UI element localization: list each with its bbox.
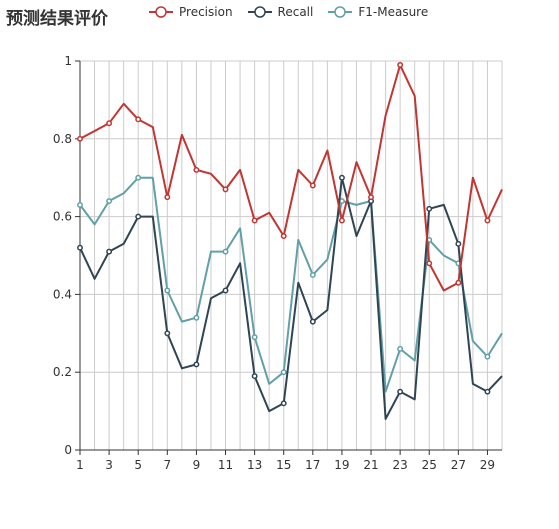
data-point — [309, 272, 316, 278]
data-point — [251, 334, 258, 341]
x-tick-label: 11 — [218, 458, 233, 472]
data-point — [309, 182, 316, 189]
data-point — [397, 61, 404, 68]
x-tick-label: 15 — [276, 458, 291, 472]
data-point — [484, 353, 491, 360]
x-tick-label: 5 — [134, 458, 142, 472]
data-point — [251, 373, 258, 380]
legend-item[interactable]: Precision — [148, 5, 233, 19]
legend-marker-icon — [149, 6, 173, 18]
data-point — [106, 198, 113, 204]
legend-label: F1-Measure — [358, 5, 429, 19]
data-point — [77, 201, 83, 208]
series-line-f1-measure — [79, 176, 503, 393]
grid — [80, 60, 503, 450]
legend-label: Recall — [277, 5, 314, 19]
legend-marker-icon — [328, 6, 353, 18]
data-point — [338, 217, 345, 224]
data-point — [455, 240, 462, 247]
data-point — [280, 400, 287, 407]
data-point — [193, 166, 200, 173]
data-point — [309, 318, 316, 325]
data-point — [135, 174, 142, 181]
x-tick-label: 21 — [363, 458, 378, 472]
x-tick-label: 7 — [163, 458, 171, 472]
y-tick-label: 0.8 — [53, 132, 72, 146]
legend-item[interactable]: F1-Measure — [327, 5, 428, 19]
data-point — [222, 186, 229, 193]
axes: 00.20.40.60.811 3 5 7 9 11 13 15 17 19 21 23 25 27 29 — [53, 54, 502, 472]
x-tick-label: 23 — [392, 458, 407, 472]
x-tick-label: 27 — [451, 458, 466, 472]
data-point — [106, 248, 113, 255]
legend: Precision Recall F1-Measure — [148, 5, 428, 19]
data-point — [251, 217, 258, 224]
data-point — [77, 244, 83, 251]
x-tick-label: 3 — [105, 458, 113, 472]
data-point — [397, 388, 404, 395]
data-point — [222, 248, 229, 255]
y-tick-label: 0.4 — [53, 287, 72, 301]
legend-label: Precision — [179, 5, 233, 19]
data-point — [77, 135, 83, 142]
data-point — [484, 217, 491, 224]
x-tick-label: 1 — [76, 458, 84, 472]
y-tick-label: 1 — [64, 54, 72, 68]
data-point — [455, 279, 462, 286]
data-point — [193, 314, 200, 321]
data-point — [338, 174, 345, 181]
data-point — [164, 194, 171, 201]
x-tick-label: 17 — [305, 458, 320, 472]
series-recall — [77, 174, 503, 420]
data-point — [426, 260, 433, 267]
series-line-precision — [79, 63, 503, 292]
legend-item[interactable]: Recall — [247, 5, 314, 19]
x-tick-label: 19 — [334, 458, 349, 472]
legend-marker-icon — [247, 6, 272, 18]
x-tick-label: 9 — [193, 458, 201, 472]
data-point — [280, 369, 287, 376]
x-tick-label: 25 — [422, 458, 437, 472]
data-point — [222, 287, 229, 294]
x-tick-label: 29 — [480, 458, 495, 472]
y-tick-label: 0 — [64, 443, 72, 457]
y-tick-label: 0.2 — [53, 365, 72, 379]
data-point — [135, 213, 142, 220]
data-point — [164, 330, 171, 337]
data-point — [426, 205, 433, 212]
y-tick-label: 0.6 — [53, 210, 72, 224]
series-group — [77, 61, 503, 420]
data-point — [193, 361, 200, 368]
data-point — [397, 345, 404, 352]
x-tick-label: 13 — [247, 458, 262, 472]
data-point — [135, 116, 142, 123]
chart-title: 预测结果评价 — [6, 9, 108, 29]
data-point — [280, 233, 287, 240]
data-point — [484, 388, 491, 395]
data-point — [164, 287, 171, 294]
data-point — [106, 120, 113, 127]
series-precision — [77, 61, 503, 292]
data-point — [368, 194, 374, 201]
series-f1-measure — [77, 174, 503, 393]
